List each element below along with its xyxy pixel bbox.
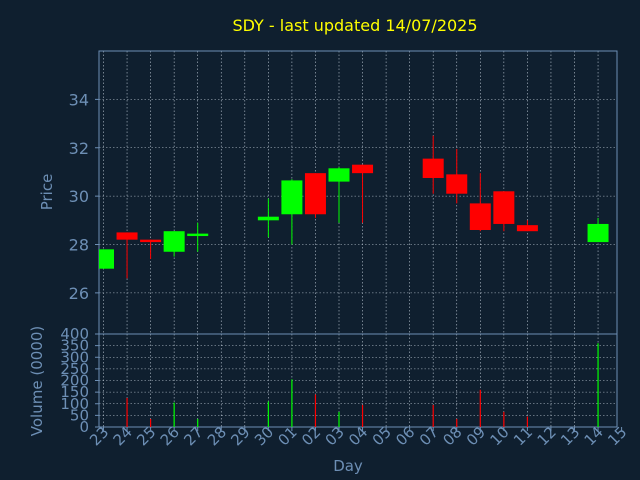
volume-bar: [526, 416, 528, 427]
candle-body: [187, 233, 209, 237]
volume-bar: [267, 401, 269, 427]
volume-bar: [291, 379, 293, 427]
candle-body: [116, 232, 138, 240]
volume-bar: [432, 404, 434, 427]
volume-bar: [361, 404, 364, 427]
candle-body: [328, 168, 350, 182]
day-x-axis: 2324252627282930010203040506070809101112…: [86, 423, 630, 449]
price-y-tick-label: 34: [69, 90, 89, 109]
price-panel: 26 28 30 32 34 Price: [38, 50, 618, 335]
candle-body: [493, 191, 515, 224]
volume-bar: [150, 418, 152, 427]
price-y-tick-label: 30: [69, 187, 89, 206]
candle-body: [516, 225, 538, 232]
volume-bar: [597, 343, 599, 427]
chart-title: SDY - last updated 14/07/2025: [232, 16, 477, 35]
volume-y-tick-label: 350: [60, 337, 89, 355]
volume-bar: [338, 411, 340, 427]
volume-y-tick-label: 150: [60, 383, 89, 401]
volume-y-tick-label: 0: [79, 418, 89, 436]
volume-bar: [314, 394, 317, 427]
price-y-tick-label: 32: [69, 139, 89, 158]
candlestick-series: [99, 135, 609, 279]
volume-bar-series: [126, 343, 599, 427]
candle-body: [469, 203, 491, 230]
volume-y-tick-label: 50: [70, 406, 89, 424]
volume-axis-label: Volume (0000): [28, 326, 46, 436]
price-y-axis: 26 28 30 32 34: [69, 90, 99, 303]
x-axis-label: Day: [333, 457, 363, 475]
volume-grid: [99, 334, 617, 427]
volume-bar: [173, 402, 175, 427]
volume-bar: [503, 411, 505, 427]
candle-body: [99, 249, 114, 269]
candle-body: [140, 239, 162, 243]
volume-bar: [197, 418, 199, 427]
candle-body: [257, 216, 279, 221]
price-axis-label: Price: [38, 174, 56, 211]
volume-y-tick-label: 300: [60, 348, 89, 366]
volume-y-tick-label: 100: [60, 395, 89, 413]
price-y-tick-label: 28: [69, 236, 89, 255]
candle-body: [281, 180, 303, 215]
volume-bar: [456, 418, 458, 427]
candle-body: [446, 174, 468, 194]
candle-body: [587, 223, 609, 243]
candle-body: [304, 173, 326, 215]
price-y-tick-label: 26: [69, 284, 89, 303]
volume-bar: [126, 397, 128, 427]
candle-body: [352, 164, 374, 174]
candle-body: [422, 158, 444, 178]
volume-y-tick-label: 200: [60, 372, 89, 390]
volume-y-tick-label: 250: [60, 360, 89, 378]
volume-bar: [479, 389, 481, 427]
candle-body: [163, 231, 185, 252]
volume-y-tick-label: 400: [60, 325, 89, 343]
